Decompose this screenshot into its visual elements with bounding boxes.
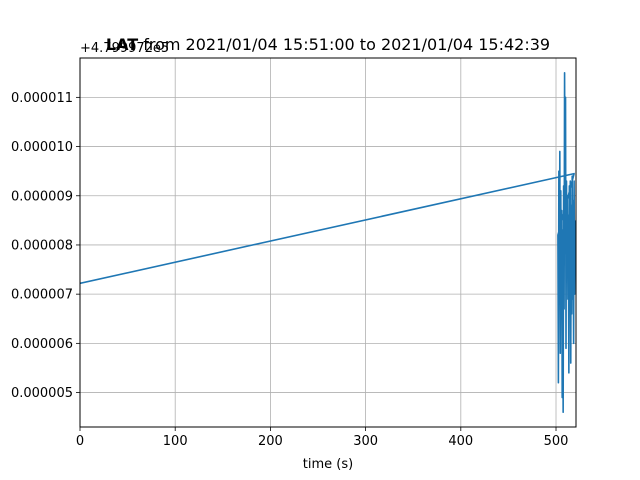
- y-tick-label: 0.000010: [11, 140, 73, 155]
- x-tick-label: 0: [76, 434, 84, 449]
- ticks: 0 100 200 300 400 500 0.000005 0.000006 0.000007…: [11, 91, 568, 449]
- x-axis-label: time (s): [303, 457, 353, 472]
- y-offset-label: +4.799972e5: [80, 41, 169, 56]
- y-tick-label: 0.000011: [11, 91, 73, 106]
- x-tick-label: 300: [353, 434, 378, 449]
- y-tick-label: 0.000007: [11, 288, 73, 303]
- chart-title: LAT from 2021/01/04 15:51:00 to 2021/01/…: [106, 35, 550, 54]
- x-tick-label: 200: [258, 434, 283, 449]
- series-line: [80, 71, 576, 414]
- x-tick-label: 100: [163, 434, 188, 449]
- y-tick-label: 0.000005: [11, 386, 73, 401]
- x-tick-label: 500: [544, 434, 569, 449]
- y-tick-label: 0.000008: [11, 238, 73, 253]
- x-tick-label: 400: [448, 434, 473, 449]
- y-tick-label: 0.000006: [11, 337, 73, 352]
- y-tick-label: 0.000009: [11, 189, 73, 204]
- series-layer: [80, 71, 576, 414]
- chart-title-bold: LAT: [106, 35, 138, 54]
- plot-frame: [79, 57, 577, 428]
- chart-title-rest: from 2021/01/04 15:51:00 to 2021/01/04 1…: [143, 35, 550, 54]
- grid: [79, 58, 576, 427]
